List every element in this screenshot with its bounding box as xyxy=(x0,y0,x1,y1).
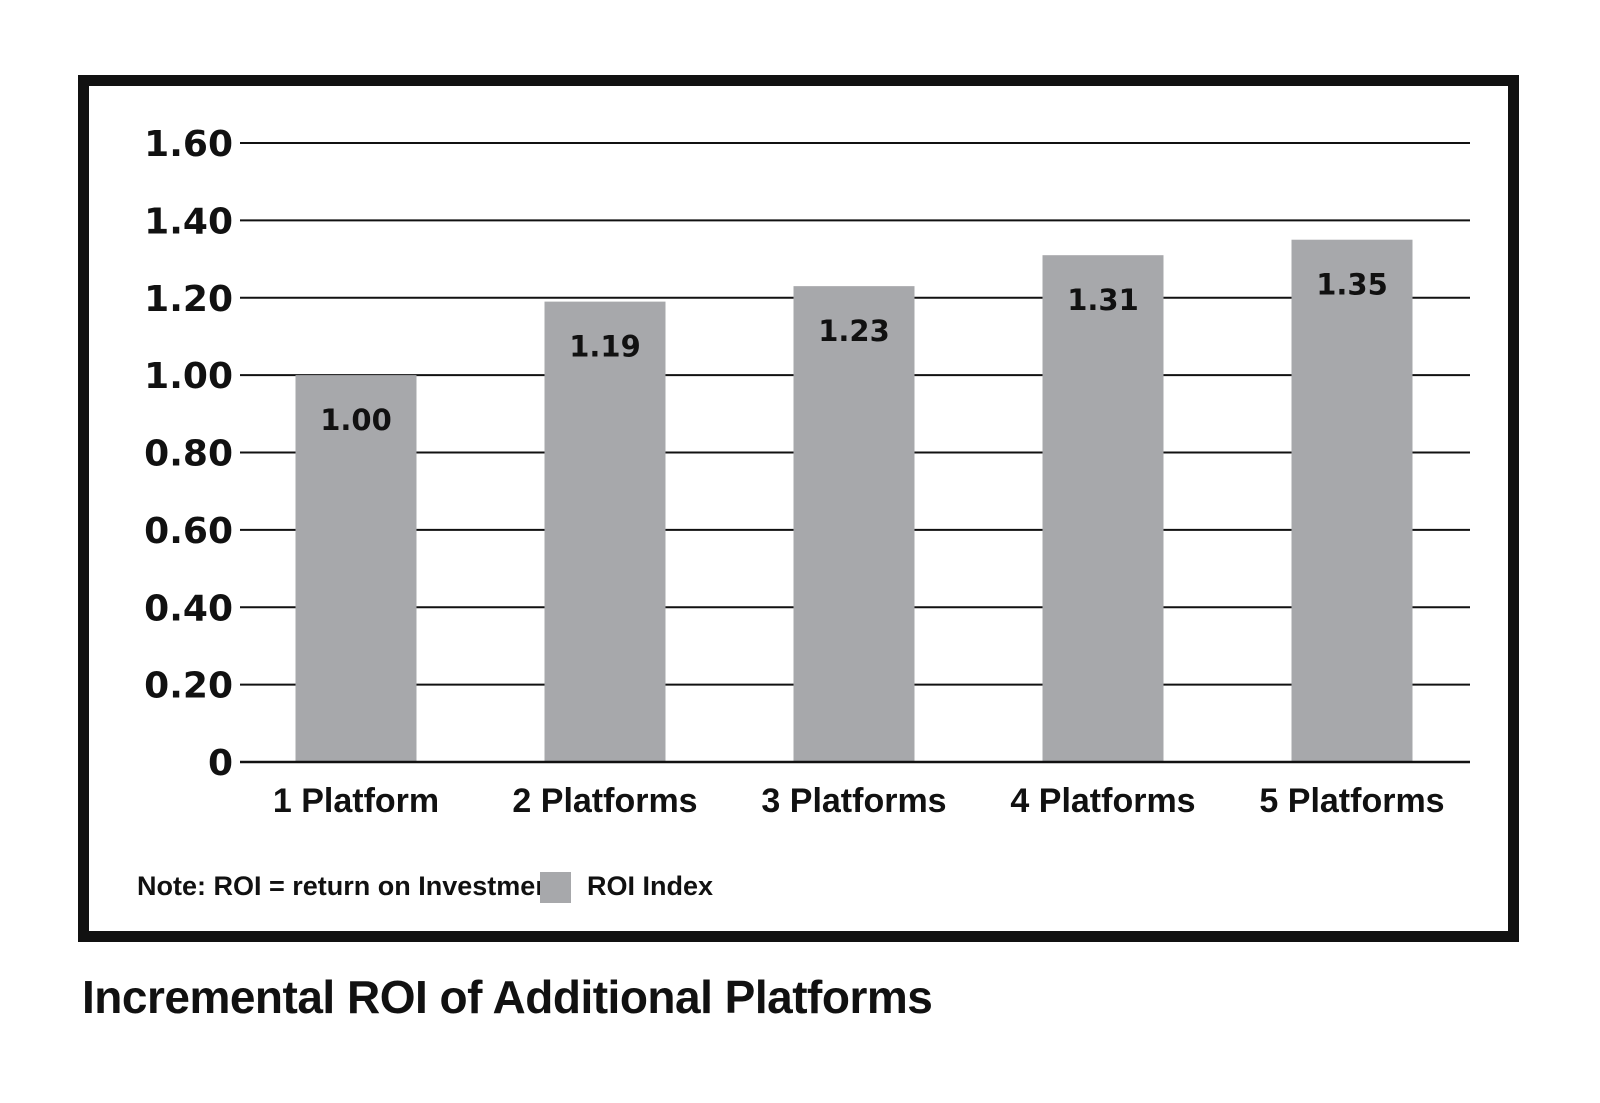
legend-label: ROI Index xyxy=(587,871,713,901)
legend-swatch xyxy=(540,872,571,903)
bar-value-label: 1.31 xyxy=(1067,283,1139,317)
y-tick-label: 1.20 xyxy=(144,279,233,320)
bar xyxy=(793,286,915,762)
bar-value-label: 1.00 xyxy=(320,403,392,437)
bar xyxy=(295,375,417,762)
note-text: Note: ROI = return on Investment xyxy=(137,871,561,901)
bar-value-label: 1.23 xyxy=(818,314,890,348)
bar xyxy=(1042,255,1164,762)
bar xyxy=(544,301,666,762)
y-tick-label: 0.80 xyxy=(144,434,233,475)
y-tick-label: 1.60 xyxy=(144,124,233,165)
chart-caption: Incremental ROI of Additional Platforms xyxy=(82,971,933,1023)
x-category-label: 1 Platform xyxy=(273,782,439,820)
y-tick-label: 0 xyxy=(208,743,233,784)
y-tick-label: 0.40 xyxy=(144,588,233,629)
bar-value-label: 1.19 xyxy=(569,330,641,364)
bar xyxy=(1291,239,1413,762)
legend: Note: ROI = return on Investment ROI Ind… xyxy=(137,871,713,903)
y-tick-label: 0.20 xyxy=(144,666,233,707)
x-category-label: 4 Platforms xyxy=(1010,782,1195,820)
x-category-label: 2 Platforms xyxy=(512,782,697,820)
y-tick-label: 1.40 xyxy=(144,201,233,242)
bars xyxy=(295,239,1413,762)
y-tick-label: 0.60 xyxy=(144,511,233,552)
x-category-label: 5 Platforms xyxy=(1259,782,1444,820)
x-category-label: 3 Platforms xyxy=(761,782,946,820)
labels: 0 0.20 0.40 0.60 0.80 1.00 1.20 1.40 1.60 1.00 1 P… xyxy=(144,124,1470,820)
y-tick-label: 1.00 xyxy=(144,356,233,397)
bar-value-label: 1.35 xyxy=(1316,268,1388,302)
